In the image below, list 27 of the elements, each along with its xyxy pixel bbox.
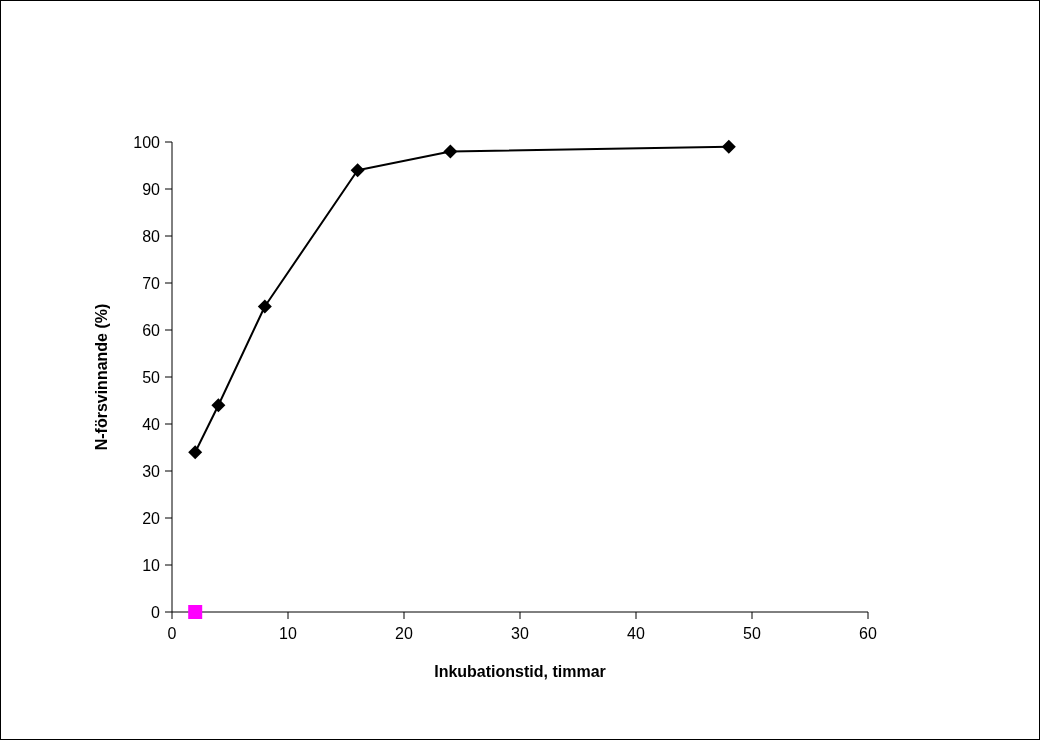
point bbox=[350, 163, 365, 178]
y-tick-label: 30 bbox=[142, 462, 161, 480]
x-tick-label: 50 bbox=[743, 625, 761, 642]
y-tick-label: 0 bbox=[151, 603, 161, 621]
y-tick-label: 60 bbox=[142, 321, 161, 339]
point bbox=[721, 139, 736, 154]
y-axis-title: N-försvinnande (%) bbox=[93, 303, 110, 451]
x-tick-label: 40 bbox=[627, 625, 645, 642]
point bbox=[257, 299, 272, 314]
y-tick-label: 80 bbox=[142, 227, 161, 245]
x-tick-label: 20 bbox=[395, 625, 413, 642]
point bbox=[188, 605, 203, 619]
point bbox=[188, 445, 203, 460]
y-tick-label: 40 bbox=[142, 415, 161, 433]
point bbox=[211, 398, 226, 413]
y-tick-label: 90 bbox=[142, 180, 161, 198]
x-tick-label: 0 bbox=[167, 625, 177, 642]
x-tick-label: 60 bbox=[859, 625, 877, 642]
y-tick-label: 70 bbox=[142, 274, 161, 292]
x-tick-label: 10 bbox=[279, 625, 297, 642]
y-tick-label: 100 bbox=[133, 133, 161, 151]
x-tick-label: 30 bbox=[511, 625, 529, 642]
x-axis-title: Inkubationstid, timmar bbox=[434, 663, 606, 680]
y-tick-label: 10 bbox=[142, 556, 161, 574]
y-tick-label: 50 bbox=[142, 368, 161, 386]
point bbox=[443, 144, 458, 159]
y-tick-label: 20 bbox=[142, 509, 161, 527]
